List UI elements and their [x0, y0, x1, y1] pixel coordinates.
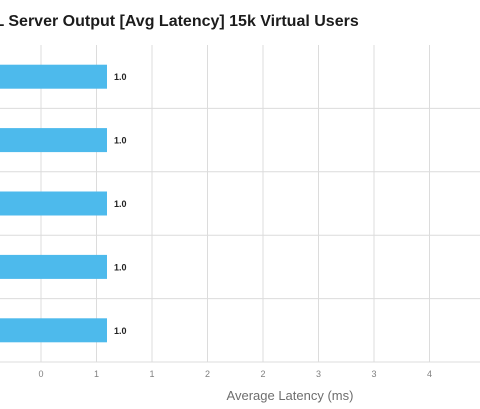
- x-tick-label: 2: [260, 369, 265, 379]
- bar: [0, 191, 107, 216]
- data-label: 1.0: [114, 136, 127, 146]
- bar: [0, 254, 107, 279]
- x-tick-label: 3: [316, 369, 321, 379]
- bar: [0, 64, 107, 89]
- bars: [0, 64, 107, 343]
- bar: [0, 318, 107, 343]
- x-axis-ticks: 0 1 1 2 2 3 3 4: [38, 369, 432, 379]
- data-label: 1.0: [114, 262, 127, 272]
- data-label: 1.0: [114, 72, 127, 82]
- x-axis-title: Average Latency (ms): [227, 388, 354, 403]
- x-tick-label: 0: [38, 369, 43, 379]
- grid-lines: [0, 45, 480, 363]
- x-tick-label: 1: [149, 369, 154, 379]
- x-tick-label: 2: [205, 369, 210, 379]
- x-tick-label: 1: [94, 369, 99, 379]
- chart-title: QL Server Output [Avg Latency] 15k Virtu…: [0, 13, 359, 30]
- data-label: 1.0: [114, 326, 127, 336]
- x-tick-label: 3: [371, 369, 376, 379]
- data-label: 1.0: [114, 199, 127, 209]
- data-labels: 1.0 1.0 1.0 1.0 1.0: [114, 72, 127, 336]
- x-tick-label: 4: [427, 369, 432, 379]
- bar: [0, 128, 107, 153]
